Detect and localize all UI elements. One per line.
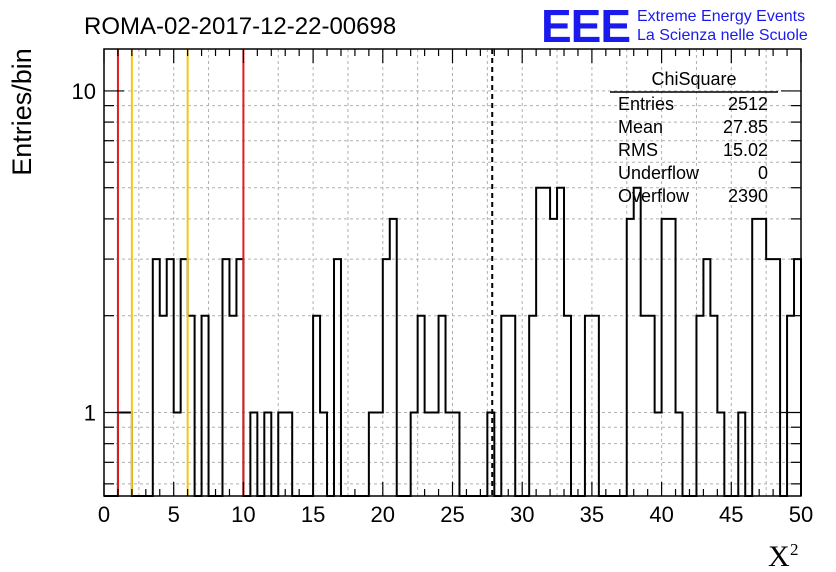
x-tick-label: 35: [580, 502, 604, 527]
x-tick-label: 10: [231, 502, 255, 527]
x-axis-title-superscript: 2: [790, 540, 799, 559]
grid-layer: [104, 49, 801, 496]
logo-line-1: Extreme Energy Events: [637, 8, 805, 25]
x-tick-label: 15: [301, 502, 325, 527]
x-tick-label: 50: [789, 502, 813, 527]
x-axis-title: X 2: [768, 540, 799, 572]
x-tick-label: 40: [649, 502, 673, 527]
x-tick-label: 20: [371, 502, 395, 527]
histogram-outline: [104, 186, 802, 497]
y-tick-label: 10: [72, 79, 96, 104]
stats-box: ChiSquare Entries 2512 Mean 27.85 RMS 15.02 Un…: [610, 69, 778, 206]
stats-label: Underflow: [618, 163, 700, 183]
stats-value: 0: [758, 163, 768, 183]
stats-label: Entries: [618, 94, 674, 114]
stats-label: Overflow: [618, 186, 690, 206]
x-tick-label: 25: [440, 502, 464, 527]
x-tick-label: 45: [719, 502, 743, 527]
x-tick-label: 5: [168, 502, 180, 527]
histogram-layer: [104, 186, 802, 497]
logo-eee-text: EEE: [541, 0, 630, 52]
eee-logo: EEE Extreme Energy Events La Scienza nel…: [541, 0, 808, 52]
x-axis-title-main: X: [768, 540, 790, 572]
stats-label: Mean: [618, 117, 663, 137]
logo-line-2: La Scienza nelle Scuole: [637, 27, 808, 44]
stats-value: 2390: [728, 186, 768, 206]
y-axis-title: Entries/bin: [7, 48, 37, 176]
marker-lines-layer: [116, 49, 494, 496]
x-tick-label: 30: [510, 502, 534, 527]
stats-value: 2512: [728, 94, 768, 114]
stats-title: ChiSquare: [651, 69, 736, 89]
ticks-layer: 0 5 10 15 20 25 30 35 40 45 50 1 10: [72, 49, 813, 527]
stats-rows: Entries 2512 Mean 27.85 RMS 15.02 Underflow 0 Ov…: [618, 94, 768, 206]
y-tick-label: 1: [84, 401, 96, 426]
chart-title: ROMA-02-2017-12-22-00698: [84, 13, 396, 40]
stats-label: RMS: [618, 140, 658, 160]
stats-value: 15.02: [723, 140, 768, 160]
stats-value: 27.85: [723, 117, 768, 137]
x-tick-label: 0: [98, 502, 110, 527]
